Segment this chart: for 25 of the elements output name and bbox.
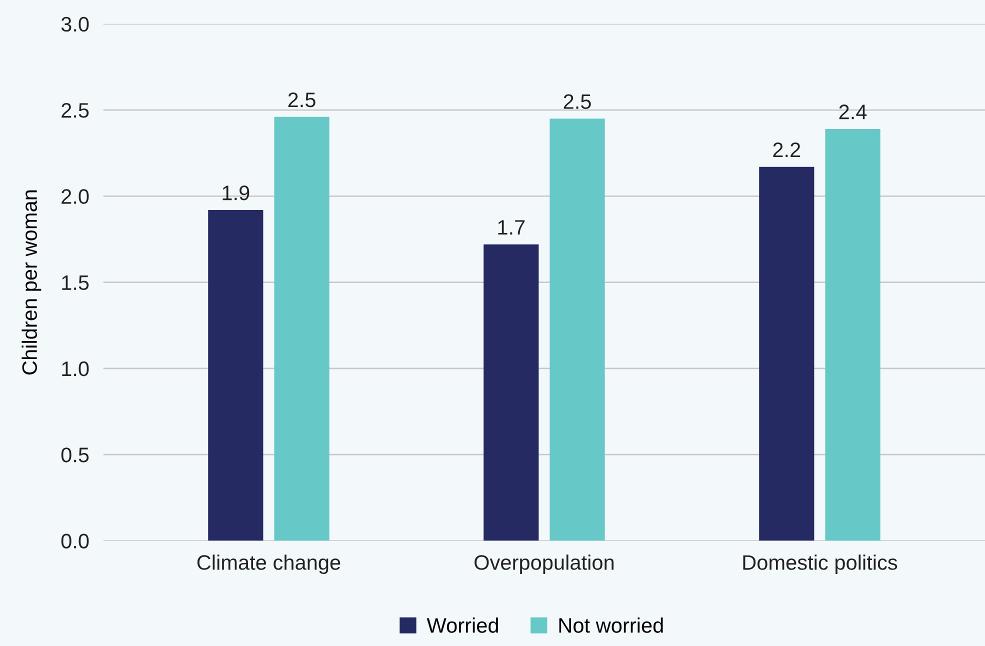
data-label: 2.2 [773,142,800,158]
y-tick-label: 1.0 [62,361,89,376]
y-tick-label: 3.0 [61,16,89,32]
x-tick-label: Climate change [197,554,340,574]
bar [208,210,264,541]
bar [759,166,814,541]
bar [825,128,880,541]
data-label: 2.5 [564,94,591,109]
x-tick-label: Domestic politics [743,554,898,574]
bar [484,244,539,541]
legend-label: Worried [426,618,498,633]
y-tick-label: 2.5 [62,103,89,118]
y-tick-label: 2.0 [62,189,89,204]
y-axis-title: Children per woman [22,190,42,374]
bar [550,118,605,541]
data-label: 1.9 [222,186,250,200]
y-tick-label: 0.0 [61,534,89,548]
y-tick-label: 0.5 [61,448,89,462]
x-tick-label: Overpopulation [474,554,614,574]
y-tick-label: 1.5 [62,276,89,290]
data-label: 2.5 [288,92,316,108]
data-label: 2.4 [839,104,867,120]
data-label: 1.7 [498,220,525,235]
bar [274,116,330,541]
legend-label: Not worried [559,618,663,633]
